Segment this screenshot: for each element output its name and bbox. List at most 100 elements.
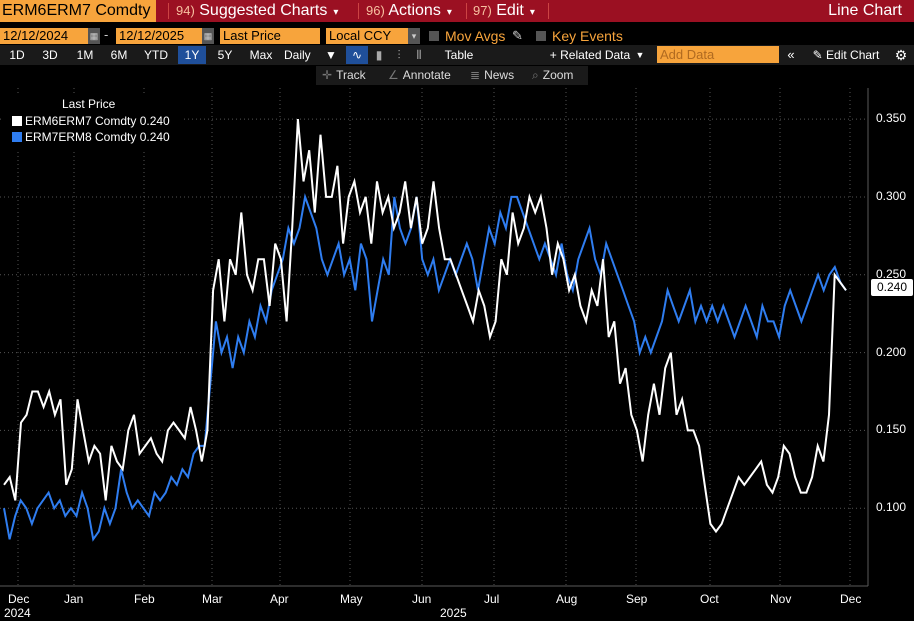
series-line-erm7erm8 (3, 193, 847, 542)
period-button[interactable]: 1M (76, 48, 94, 62)
grid-lines (0, 88, 868, 586)
related-data-button[interactable]: + Related Data (549, 48, 631, 62)
edit-chart-button[interactable]: ✎ Edit Chart (806, 46, 886, 64)
y-tick-label: 0.100 (876, 500, 907, 515)
track-tool[interactable]: ✛ Track (322, 66, 366, 85)
pencil-icon: ✎ (812, 48, 827, 62)
chevron-down-icon[interactable]: ▾ (408, 28, 420, 44)
menu-label: Edit (496, 2, 524, 19)
x-tick-label: Mar (202, 592, 223, 606)
crosshair-icon: ✛ (322, 68, 333, 82)
news-icon: ≣ (470, 68, 481, 82)
menu-separator (466, 3, 467, 19)
track-label: Track (336, 68, 366, 82)
period-button[interactable]: 5Y (217, 48, 233, 62)
pencil-icon[interactable]: ✎ (512, 28, 523, 43)
legend-item[interactable]: ERM6ERM7 Comdty 0.240 (12, 114, 170, 128)
menu-separator (548, 3, 549, 19)
gear-icon[interactable]: ⚙ (894, 47, 908, 63)
key-events-checkbox[interactable] (536, 31, 546, 41)
start-date-input[interactable]: 12/12/2024 (0, 28, 90, 44)
x-tick-label: Apr (270, 592, 289, 606)
menu-separator (358, 3, 359, 19)
legend-series-name: ERM7ERM8 Comdty (25, 130, 137, 144)
menu-label: Suggested Charts (199, 2, 328, 19)
caret-down-icon: ▾ (333, 7, 339, 18)
last-value-badge: 0.240 (871, 279, 913, 296)
chevron-down-icon[interactable]: ▼ (325, 48, 337, 62)
period-button[interactable]: 1D (9, 48, 25, 62)
year-label: 2024 (4, 606, 31, 620)
legend-series-name: ERM6ERM7 Comdty (25, 114, 137, 128)
zoom-label: Zoom (542, 68, 574, 82)
menu-label: Actions (388, 2, 441, 19)
menu-number: 96) (366, 3, 385, 18)
frequency-select[interactable]: Daily (284, 48, 311, 62)
table-button[interactable]: Table (444, 48, 474, 62)
top-menu-bar (0, 0, 914, 22)
mov-avgs-checkbox[interactable] (429, 31, 439, 41)
x-tick-label: Jun (412, 592, 432, 606)
menu-separator (168, 3, 169, 19)
period-button-selected[interactable]: 1Y (178, 46, 206, 64)
news-tool[interactable]: ≣ News (470, 66, 514, 85)
menu-number: 94) (176, 3, 195, 18)
ohlc-chart-icon[interactable]: ⫴ (416, 48, 422, 62)
x-tick-label: Nov (770, 592, 792, 606)
chart-legend[interactable] (4, 93, 182, 149)
caret-down-icon[interactable]: ▼ (635, 50, 645, 60)
x-tick-label: Jan (64, 592, 84, 606)
x-tick-label: Dec (840, 592, 862, 606)
zoom-tool[interactable]: ⌕ Zoom (532, 66, 573, 85)
y-tick-label: 0.150 (876, 422, 907, 437)
add-data-input[interactable]: Add Data (657, 46, 779, 63)
caret-down-icon: ▾ (529, 7, 535, 18)
annotate-icon: ∠ (388, 68, 399, 82)
calendar-icon[interactable]: ▦ (88, 28, 100, 44)
series-line-erm6erm7 (3, 119, 847, 534)
menu-number: 97) (473, 3, 492, 18)
x-tick-label: Feb (134, 592, 155, 606)
annotate-label: Annotate (402, 68, 451, 82)
currency-select[interactable]: Local CCY (326, 28, 412, 44)
collapse-icon[interactable]: « (787, 47, 795, 62)
key-events-label[interactable]: Key Events (552, 28, 623, 44)
period-button[interactable]: 3D (42, 48, 58, 62)
candle-chart-icon[interactable]: ⫶ (397, 48, 401, 62)
end-date-input[interactable]: 12/12/2025 (116, 28, 206, 44)
y-tick-label: 0.250 (876, 266, 907, 281)
menu-actions[interactable]: 96) Actions ▾ (366, 0, 452, 22)
legend-swatch (12, 116, 22, 126)
period-button[interactable]: YTD (144, 48, 168, 62)
y-tick-label: 0.200 (876, 344, 907, 359)
chart-type-label: Line Chart (828, 2, 902, 19)
line-chart-icon[interactable]: ∿ (346, 46, 368, 64)
legend-item[interactable]: ERM7ERM8 Comdty 0.240 (12, 130, 170, 144)
y-tick-label: 0.300 (876, 188, 907, 203)
mov-avgs-label[interactable]: Mov Avgs (445, 28, 506, 44)
bar-chart-icon[interactable]: ▮ (375, 48, 383, 62)
period-button[interactable]: Max (249, 48, 273, 62)
legend-title: Last Price (62, 97, 116, 111)
edit-chart-label: Edit Chart (826, 48, 880, 62)
x-tick-label: Sep (626, 592, 648, 606)
period-button[interactable]: 6M (110, 48, 128, 62)
year-label: 2025 (440, 606, 467, 620)
y-tick-label: 0.350 (876, 111, 907, 126)
menu-edit[interactable]: 97) Edit ▾ (473, 0, 535, 22)
x-tick-label: Aug (556, 592, 578, 606)
x-tick-label: Dec (8, 592, 30, 606)
x-tick-label: Jul (484, 592, 500, 606)
chart-tools-bar (316, 66, 588, 85)
annotate-tool[interactable]: ∠ Annotate (388, 66, 451, 85)
menu-suggested-charts[interactable]: 94) Suggested Charts ▾ (176, 0, 338, 22)
legend-swatch (12, 132, 22, 142)
search-icon: ⌕ (532, 68, 539, 82)
field-select[interactable]: Last Price (220, 28, 320, 44)
ticker-field[interactable]: ERM6ERM7 Comdty (0, 0, 157, 22)
x-tick-label: Oct (700, 592, 719, 606)
news-label: News (484, 68, 515, 82)
x-tick-label: May (340, 592, 363, 606)
calendar-icon[interactable]: ▦ (202, 28, 214, 44)
